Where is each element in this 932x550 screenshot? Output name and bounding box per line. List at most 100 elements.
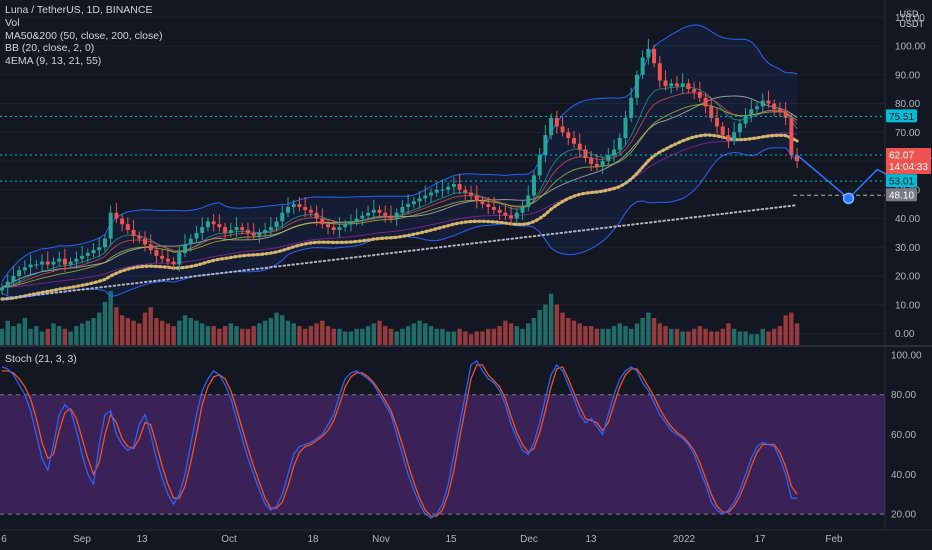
currency-bottom: USDT <box>899 19 925 29</box>
volume-bar <box>548 293 554 345</box>
candle-body <box>474 195 479 202</box>
volume-bar <box>554 304 560 345</box>
price-tag: 75.51 <box>889 112 914 123</box>
candle-body <box>68 261 73 265</box>
candle-body <box>743 115 748 124</box>
candle-body <box>286 207 290 213</box>
candle-body <box>205 221 210 228</box>
candle-body <box>629 97 634 118</box>
volume-bar <box>114 307 119 345</box>
candle-body <box>417 198 422 202</box>
volume-bar <box>205 326 211 345</box>
candle-body <box>520 207 525 213</box>
x-tick-label: 17 <box>754 534 766 545</box>
candle-body <box>62 258 67 265</box>
x-tick-label: 13 <box>136 534 148 545</box>
candle-body <box>337 227 342 230</box>
volume-bar <box>577 323 582 345</box>
volume-bar <box>171 326 176 345</box>
candle-body <box>91 250 96 253</box>
currency-label[interactable]: USD USDT <box>900 9 925 29</box>
candle-body <box>526 195 531 207</box>
volume-bar <box>743 331 748 345</box>
volume-bar <box>0 328 5 345</box>
volume-bar <box>737 331 743 345</box>
candle-body <box>57 258 62 262</box>
candle-body <box>102 238 107 248</box>
candle-body <box>720 126 725 136</box>
volume-bar <box>394 331 399 345</box>
volume-bar <box>629 328 634 345</box>
stoch-title[interactable]: Stoch (21, 3, 3) <box>5 353 77 365</box>
volume-bar <box>154 318 159 345</box>
indicator-ma[interactable]: MA50&200 (50, close, 200, close) <box>5 29 163 42</box>
candle-body <box>674 83 679 87</box>
volume-bar <box>257 323 262 345</box>
candle-body <box>680 83 685 87</box>
candle-body <box>143 238 147 245</box>
volume-bar <box>45 328 50 345</box>
y-tick-label: 40.00 <box>895 214 920 225</box>
candle-body <box>429 192 433 196</box>
candle-body <box>263 230 268 233</box>
candle-body <box>640 57 645 75</box>
candle-body <box>469 192 474 196</box>
volume-bar <box>543 304 548 345</box>
candle-body <box>165 258 170 262</box>
volume-bar <box>5 320 10 345</box>
indicator-bb[interactable]: BB (20, close, 2, 0) <box>5 42 95 55</box>
candle-body <box>457 184 462 190</box>
volume-bar <box>566 318 571 345</box>
candle-body <box>434 189 439 193</box>
y-tick-label: 70.00 <box>895 128 920 139</box>
indicator-vol[interactable]: Vol <box>5 16 20 29</box>
volume-bar <box>709 331 714 345</box>
candle-body <box>549 117 554 136</box>
candle-body <box>480 201 485 205</box>
y-tick-label: 30.00 <box>895 243 920 254</box>
volume-bar <box>674 328 680 345</box>
candle-body <box>726 135 731 141</box>
candle-body <box>268 227 273 230</box>
candle-body <box>572 138 576 144</box>
candle-body <box>514 212 519 219</box>
stoch-band <box>0 394 885 515</box>
candle-body <box>291 204 296 207</box>
volume-bar <box>274 312 279 345</box>
volume-bar <box>234 326 239 345</box>
volume-bar <box>97 312 102 345</box>
candle-body <box>594 163 599 167</box>
candle-body <box>491 207 496 210</box>
price-tag-bg <box>886 174 917 188</box>
volume-bar <box>508 323 514 345</box>
candle-body <box>137 235 142 239</box>
volume-bar <box>16 323 22 345</box>
candle-body <box>148 244 153 251</box>
volume-bar <box>720 328 725 345</box>
volume-bar <box>308 326 314 345</box>
candle-body <box>154 250 159 256</box>
candle-body <box>188 238 193 245</box>
candle-body <box>617 138 622 150</box>
volume-bar <box>571 320 577 345</box>
candle-body <box>400 207 405 213</box>
candle-body <box>314 212 319 219</box>
volume-bar <box>417 320 422 345</box>
candle-body <box>108 212 113 239</box>
symbol-title[interactable]: Luna / TetherUS, 1D, BINANCE <box>5 4 153 16</box>
volume-bar <box>514 326 519 345</box>
candle-body <box>303 207 308 210</box>
y-tick-label: 90.00 <box>895 70 920 81</box>
volume-bar <box>680 331 685 345</box>
volume-bar <box>79 323 85 345</box>
stoch-y-tick-label: 80.00 <box>891 390 916 401</box>
y-tick-label: 100.00 <box>895 42 926 53</box>
volume-bar <box>594 328 600 345</box>
volume-bar <box>360 328 365 345</box>
candle-body <box>326 224 331 228</box>
candle-body <box>388 215 393 219</box>
price-tag: 53.01 <box>889 177 914 188</box>
candle-body <box>600 161 605 167</box>
indicator-ema[interactable]: 4EMA (9, 13, 21, 55) <box>5 55 102 68</box>
